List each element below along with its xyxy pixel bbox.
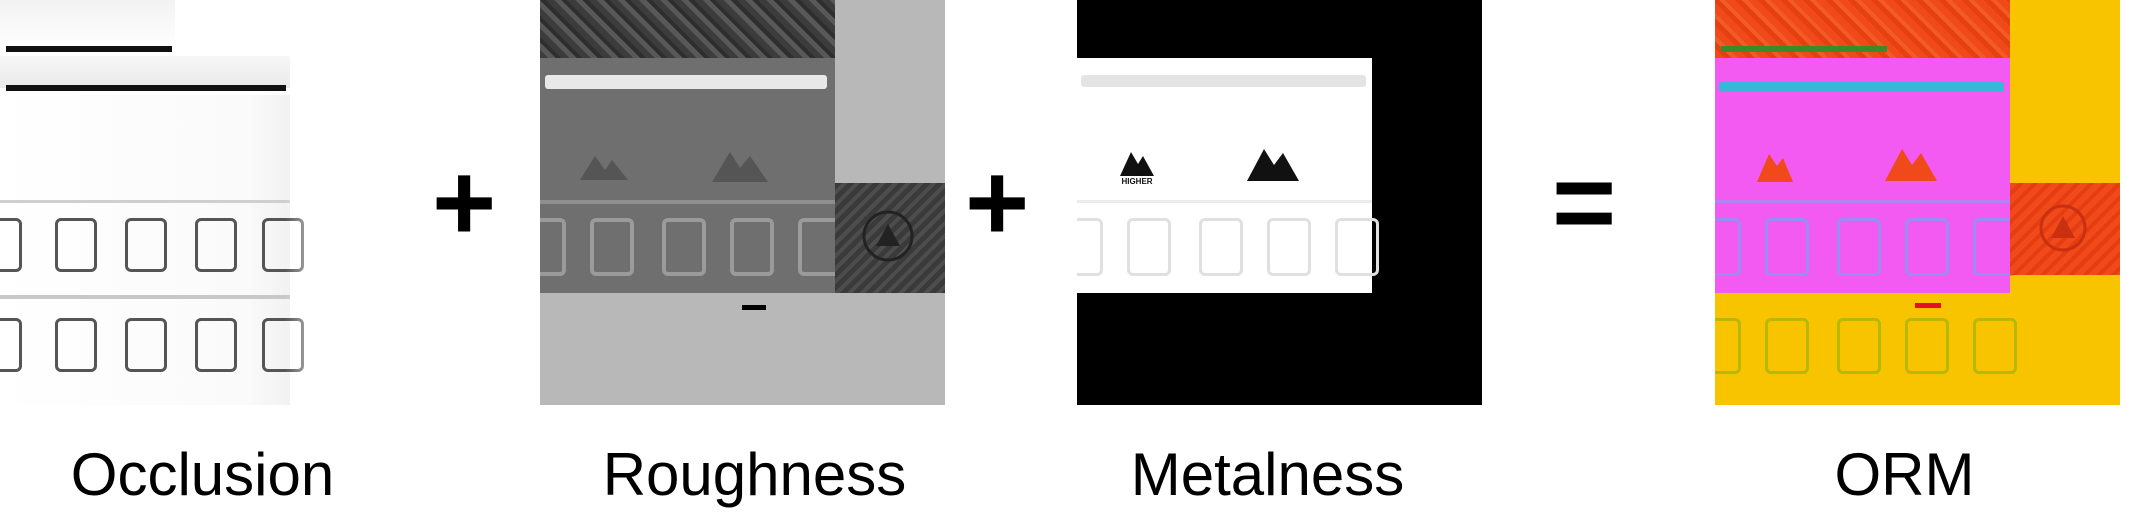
orm-texture bbox=[1715, 0, 2120, 405]
orm-ridge bbox=[1715, 200, 2010, 203]
roughness-logo-small bbox=[580, 156, 628, 180]
occlusion-texture bbox=[0, 0, 405, 405]
occlusion-right-fade bbox=[285, 0, 405, 405]
orm-cell bbox=[1765, 218, 1809, 276]
orm-red-dash bbox=[1915, 303, 1941, 308]
metalness-logo-small bbox=[1120, 152, 1154, 176]
orm-green-line bbox=[1721, 46, 1887, 52]
orm-logo-large bbox=[1885, 149, 1937, 181]
occlusion-ridge-1 bbox=[0, 200, 290, 203]
orm-side-emblem bbox=[2039, 204, 2087, 252]
roughness-side-emblem bbox=[862, 210, 914, 262]
occlusion-cell bbox=[195, 318, 237, 372]
caption-occlusion: Occlusion bbox=[70, 441, 335, 508]
metalness-cell bbox=[1077, 218, 1103, 276]
orm-lower-cell bbox=[1765, 318, 1809, 374]
occlusion-ridge-2 bbox=[0, 295, 290, 299]
occlusion-cell bbox=[125, 318, 167, 372]
caption-orm: ORM bbox=[1834, 441, 1975, 508]
occlusion-dark-line-1 bbox=[6, 46, 172, 52]
occlusion-dark-line-2 bbox=[6, 85, 286, 91]
caption-roughness: Roughness bbox=[602, 441, 907, 508]
roughness-texture bbox=[540, 0, 945, 405]
orm-cyan-bar bbox=[1719, 82, 2004, 92]
orm-lower-cell bbox=[1837, 318, 1881, 374]
metalness-logo-large bbox=[1247, 149, 1299, 181]
occlusion-cell bbox=[0, 218, 22, 272]
orm-lower-cell bbox=[1973, 318, 2017, 374]
metalness-cell bbox=[1199, 218, 1243, 276]
roughness-cell bbox=[662, 218, 706, 276]
metalness-texture: CLIMB HIGHER bbox=[1077, 0, 1482, 405]
equals-operator: = bbox=[1552, 141, 1617, 264]
orm-lower-cell bbox=[1715, 318, 1741, 374]
roughness-logo-large bbox=[712, 152, 768, 182]
occlusion-cell bbox=[55, 218, 97, 272]
occlusion-body bbox=[0, 95, 290, 405]
occlusion-cell bbox=[195, 218, 237, 272]
roughness-ridge bbox=[540, 200, 835, 204]
metalness-logo-text: CLIMB HIGHER bbox=[1121, 169, 1153, 186]
orm-logo-small bbox=[1757, 154, 1793, 182]
occlusion-top-strip bbox=[0, 0, 175, 48]
occlusion-grey-band bbox=[0, 56, 290, 88]
roughness-top-noise bbox=[540, 0, 835, 58]
roughness-cell bbox=[590, 218, 634, 276]
metalness-cell bbox=[1267, 218, 1311, 276]
roughness-cell bbox=[730, 218, 774, 276]
metalness-top-bar bbox=[1081, 75, 1366, 87]
orm-cell bbox=[1905, 218, 1949, 276]
metalness-ridge bbox=[1077, 200, 1372, 203]
roughness-cell bbox=[540, 218, 566, 276]
plus-operator-2: + bbox=[965, 141, 1030, 264]
occlusion-cell bbox=[125, 218, 167, 272]
orm-lower-cell bbox=[1905, 318, 1949, 374]
occlusion-cell bbox=[55, 318, 97, 372]
roughness-light-bar bbox=[545, 75, 827, 89]
orm-cell bbox=[1715, 218, 1741, 276]
occlusion-cell bbox=[0, 318, 22, 372]
caption-metalness: Metalness bbox=[1130, 441, 1405, 508]
roughness-small-dash bbox=[742, 305, 766, 310]
plus-operator-1: + bbox=[432, 141, 497, 264]
metalness-cell bbox=[1127, 218, 1171, 276]
metalness-cell bbox=[1335, 218, 1379, 276]
orm-cell bbox=[1837, 218, 1881, 276]
